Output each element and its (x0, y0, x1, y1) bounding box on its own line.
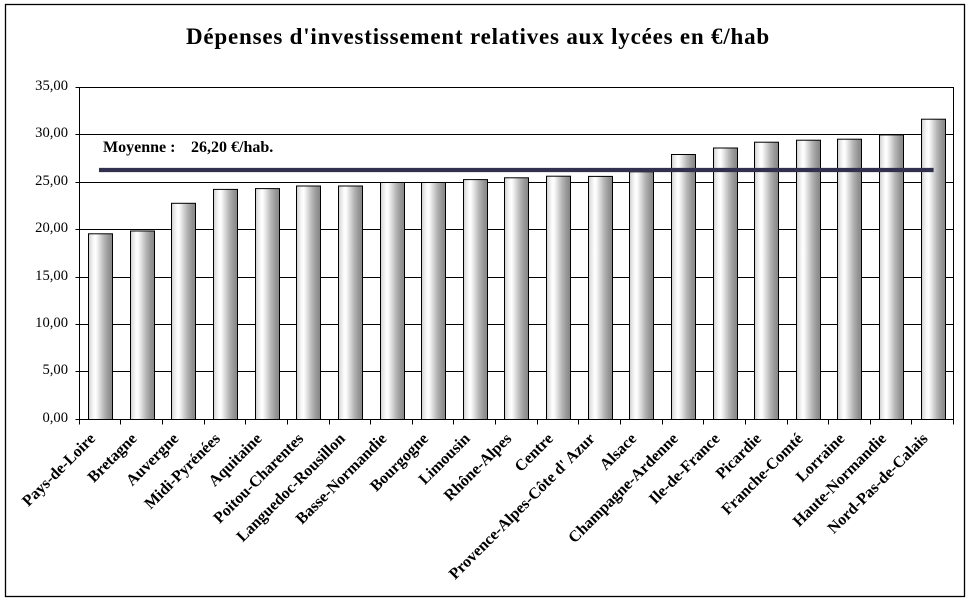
svg-text:35,00: 35,00 (35, 78, 68, 94)
svg-text:15,00: 15,00 (35, 268, 68, 284)
svg-text:30,00: 30,00 (35, 125, 68, 141)
svg-text:20,00: 20,00 (35, 220, 68, 236)
svg-text:26,20 €/hab.: 26,20 €/hab. (191, 139, 273, 156)
svg-text:0,00: 0,00 (42, 410, 68, 426)
svg-text:5,00: 5,00 (42, 362, 68, 378)
svg-text:25,00: 25,00 (35, 173, 68, 189)
svg-text:Dépenses d'investissement rela: Dépenses d'investissement relatives aux … (186, 24, 770, 49)
svg-text:10,00: 10,00 (35, 315, 68, 331)
svg-text:Moyenne :: Moyenne : (103, 139, 175, 156)
